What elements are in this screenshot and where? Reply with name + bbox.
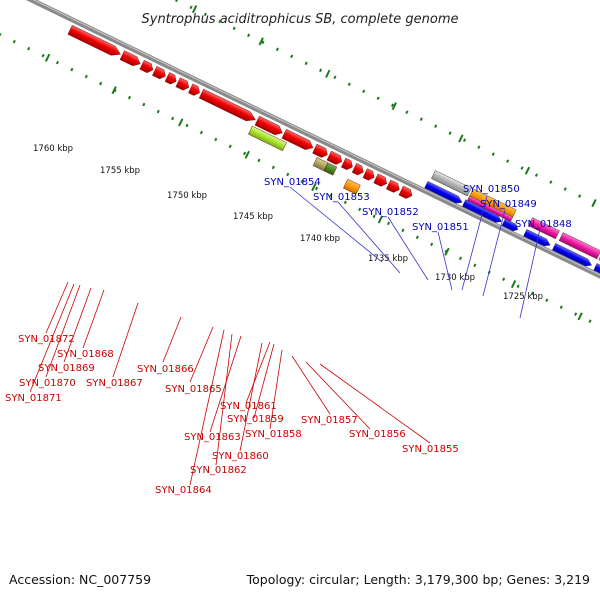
outer-major-ticks bbox=[191, 5, 597, 208]
gene-forward-16 bbox=[373, 173, 387, 187]
gene-label-syn-01853: SYN_01853 bbox=[313, 192, 370, 203]
scale-label-1725: 1725 kbp bbox=[503, 292, 543, 302]
gene-label-syn-01872: SYN_01872 bbox=[18, 334, 75, 345]
scale-label-1755: 1755 kbp bbox=[100, 166, 140, 176]
gene-forward-18 bbox=[398, 185, 413, 199]
gene-label-syn-01866: SYN_01866 bbox=[137, 364, 194, 375]
gene-label-syn-01848: SYN_01848 bbox=[515, 219, 572, 230]
gene-label-syn-01869: SYN_01869 bbox=[38, 363, 95, 374]
upper-gene-labels: SYN_01854 SYN_01853 SYN_01852 SYN_01851 … bbox=[264, 177, 572, 233]
gene-label-syn-01870: SYN_01870 bbox=[19, 378, 76, 389]
gene-forward-6 bbox=[175, 77, 190, 91]
gene-label-syn-01862: SYN_01862 bbox=[190, 465, 247, 476]
gene-label-syn-01854: SYN_01854 bbox=[264, 177, 321, 188]
gene-label-syn-01857: SYN_01857 bbox=[301, 415, 358, 426]
forward-strand-genes bbox=[67, 25, 413, 199]
gene-forward-17 bbox=[386, 179, 400, 193]
gene-forward-4 bbox=[152, 66, 166, 80]
gene-label-syn-01849: SYN_01849 bbox=[480, 199, 537, 210]
topology-text: Topology: circular; Length: 3,179,300 bp… bbox=[246, 572, 590, 587]
gene-label-syn-01851: SYN_01851 bbox=[412, 222, 469, 233]
gene-forward-15 bbox=[362, 168, 375, 181]
scale-label-1740: 1740 kbp bbox=[300, 234, 340, 244]
gene-forward-3 bbox=[139, 59, 154, 73]
gene-reverse-3 bbox=[501, 218, 519, 232]
gene-forward-10 bbox=[281, 129, 314, 150]
gene-label-syn-01868: SYN_01868 bbox=[57, 349, 114, 360]
gene-label-syn-01871: SYN_01871 bbox=[5, 393, 62, 404]
gene-syn-01865 bbox=[248, 125, 287, 152]
gene-forward-14 bbox=[351, 163, 364, 176]
gene-syn-01856 bbox=[343, 178, 361, 195]
map-title: Syntrophus aciditrophicus SB, complete g… bbox=[142, 12, 459, 27]
gene-forward-2 bbox=[119, 50, 141, 66]
gene-reverse-4 bbox=[523, 229, 551, 247]
scale-label-1760: 1760 kbp bbox=[33, 144, 73, 154]
accession-text: Accession: NC_007759 bbox=[9, 572, 152, 587]
gene-forward-8 bbox=[198, 88, 256, 122]
gene-label-syn-01864: SYN_01864 bbox=[155, 485, 212, 496]
gene-forward-7 bbox=[188, 83, 200, 96]
gene-forward-5 bbox=[164, 72, 177, 85]
gene-label-syn-01867: SYN_01867 bbox=[86, 378, 143, 389]
genome-backbone-highlight bbox=[0, 0, 600, 418]
gene-label-syn-01855: SYN_01855 bbox=[402, 444, 459, 455]
gene-syn-01849 bbox=[558, 232, 600, 260]
gene-forward-11 bbox=[312, 143, 328, 158]
gene-forward-1 bbox=[67, 25, 121, 56]
gene-label-syn-01858: SYN_01858 bbox=[245, 429, 302, 440]
gene-label-syn-01859: SYN_01859 bbox=[227, 414, 284, 425]
scale-label-1730: 1730 kbp bbox=[435, 273, 475, 283]
gene-syn-01850 bbox=[528, 217, 560, 240]
gene-forward-9 bbox=[254, 115, 283, 135]
gene-label-syn-01850: SYN_01850 bbox=[463, 184, 520, 195]
gene-label-syn-01865: SYN_01865 bbox=[165, 384, 222, 395]
genome-backbone bbox=[0, 0, 600, 421]
scale-label-1750: 1750 kbp bbox=[167, 191, 207, 201]
gene-syn-01854 bbox=[431, 170, 472, 197]
upper-leader-lines bbox=[289, 186, 541, 319]
gene-reverse-1 bbox=[424, 181, 463, 204]
gene-syn-01858 bbox=[323, 162, 338, 176]
gene-forward-12 bbox=[326, 150, 342, 165]
gene-label-syn-01860: SYN_01860 bbox=[212, 451, 269, 462]
gene-label-syn-01861: SYN_01861 bbox=[220, 401, 277, 412]
scale-label-1745: 1745 kbp bbox=[233, 212, 273, 222]
gene-reverse-5 bbox=[551, 243, 592, 267]
gene-label-syn-01856: SYN_01856 bbox=[349, 429, 406, 440]
lower-leader-lines bbox=[29, 281, 431, 486]
gene-label-syn-01863: SYN_01863 bbox=[184, 432, 241, 443]
gene-reverse-2 bbox=[461, 199, 502, 223]
gene-forward-13 bbox=[341, 157, 353, 170]
gene-label-syn-01852: SYN_01852 bbox=[362, 207, 419, 218]
inner-major-ticks bbox=[44, 53, 583, 321]
genome-track bbox=[0, 0, 600, 461]
gene-reverse-6 bbox=[593, 263, 600, 288]
lower-gene-labels: SYN_01872 SYN_01868 SYN_01869 SYN_01870 … bbox=[5, 334, 459, 496]
